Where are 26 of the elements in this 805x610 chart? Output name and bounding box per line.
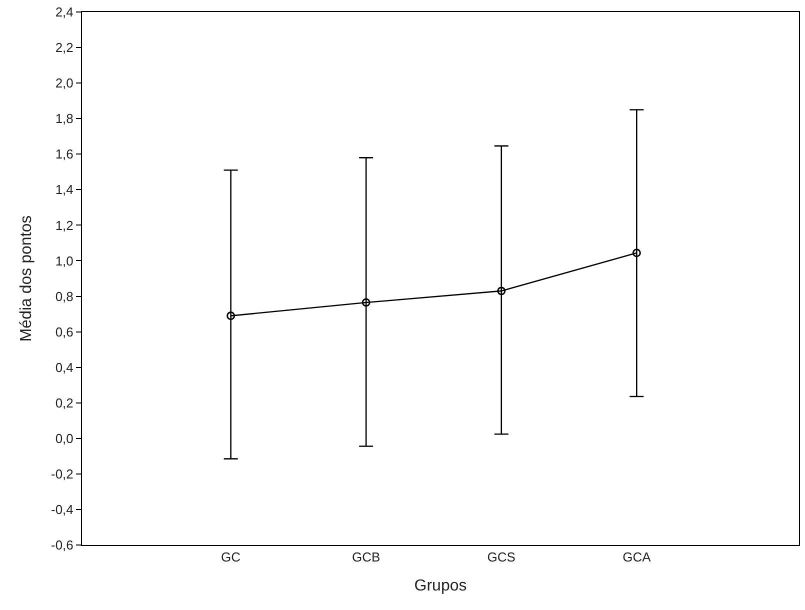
x-tick-label: GC (221, 550, 241, 565)
x-axis-title: Grupos (414, 577, 467, 594)
point (632, 248, 641, 258)
point (226, 312, 236, 320)
x-tick-label: GCA (622, 550, 652, 565)
y-tick-label: -0,2 (50, 466, 74, 482)
y-tick-label: 2,2 (55, 40, 74, 56)
y-tick-label: 2,0 (55, 76, 74, 91)
x-tick-label: GCS (487, 550, 516, 565)
y-tick-label: -0,6 (50, 538, 74, 553)
y-tick-label: 1,2 (55, 218, 74, 233)
y-tick-label: -0,4 (50, 502, 74, 518)
y-tick-label: 0,6 (55, 324, 74, 340)
y-tick-label: 0,4 (55, 360, 74, 375)
y-tick-label: 0,8 (55, 288, 74, 304)
point (497, 286, 506, 296)
y-axis-title: Média dos pontos (18, 215, 35, 342)
y-tick-label: 1,6 (55, 146, 74, 162)
y-tick-label: 1,4 (55, 182, 74, 198)
y-tick-label: 2,4 (55, 4, 74, 20)
point (362, 298, 370, 307)
x-tick-label: GCB (352, 550, 380, 565)
y-tick-label: 0,0 (55, 430, 74, 446)
y-tick-label: 1,8 (55, 111, 74, 126)
y-tick-label: 1,0 (55, 253, 74, 268)
y-tick-label: 0,2 (55, 395, 74, 410)
